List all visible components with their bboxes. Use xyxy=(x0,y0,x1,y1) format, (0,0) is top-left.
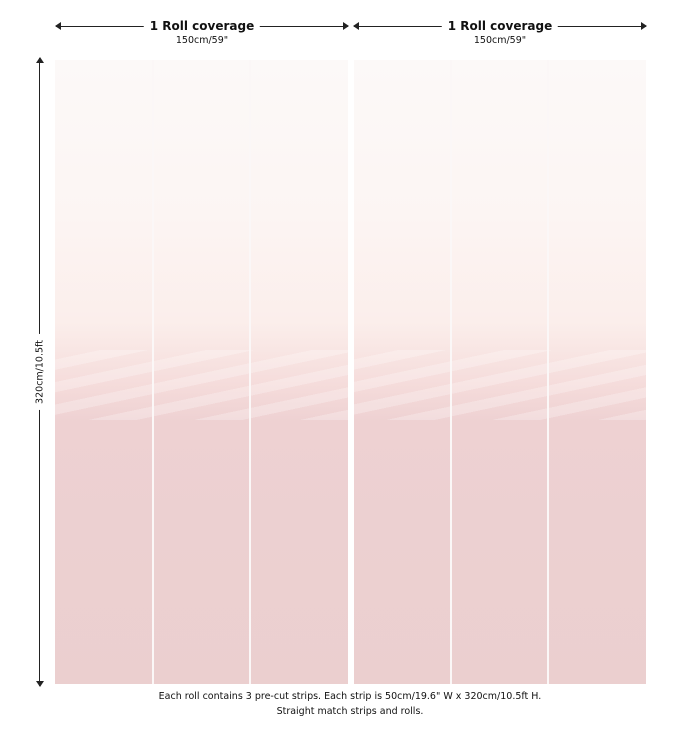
ombre-pattern-band xyxy=(354,350,646,420)
roll-2-coverage-title: 1 Roll coverage xyxy=(441,18,559,34)
roll-2-width-dimension: 1 Roll coverage 150cm/59" xyxy=(353,18,647,48)
strip-divider xyxy=(152,60,154,684)
height-label: 320cm/10.5ft xyxy=(32,334,48,410)
strip-divider xyxy=(450,60,452,684)
arrow-up-icon xyxy=(36,57,44,63)
roll-1-coverage-title: 1 Roll coverage xyxy=(143,18,261,34)
strip-info-text: Each roll contains 3 pre-cut strips. Eac… xyxy=(158,691,542,702)
arrow-down-icon xyxy=(36,681,44,687)
height-dimension: 320cm/10.5ft xyxy=(32,57,48,687)
arrow-left-icon xyxy=(55,22,61,30)
match-info-text: Straight match strips and rolls. xyxy=(276,706,424,717)
roll-2-width-label: 150cm/59" xyxy=(473,35,527,46)
strip-divider xyxy=(249,60,251,684)
arrow-right-icon xyxy=(641,22,647,30)
roll-1-width-label: 150cm/59" xyxy=(175,35,229,46)
roll-2-panel xyxy=(354,60,646,684)
strip-divider xyxy=(547,60,549,684)
arrow-right-icon xyxy=(343,22,349,30)
roll-1-width-dimension: 1 Roll coverage 150cm/59" xyxy=(55,18,349,48)
ombre-pattern-band xyxy=(55,350,348,420)
roll-gap xyxy=(348,60,354,684)
arrow-left-icon xyxy=(353,22,359,30)
roll-1-panel xyxy=(55,60,348,684)
